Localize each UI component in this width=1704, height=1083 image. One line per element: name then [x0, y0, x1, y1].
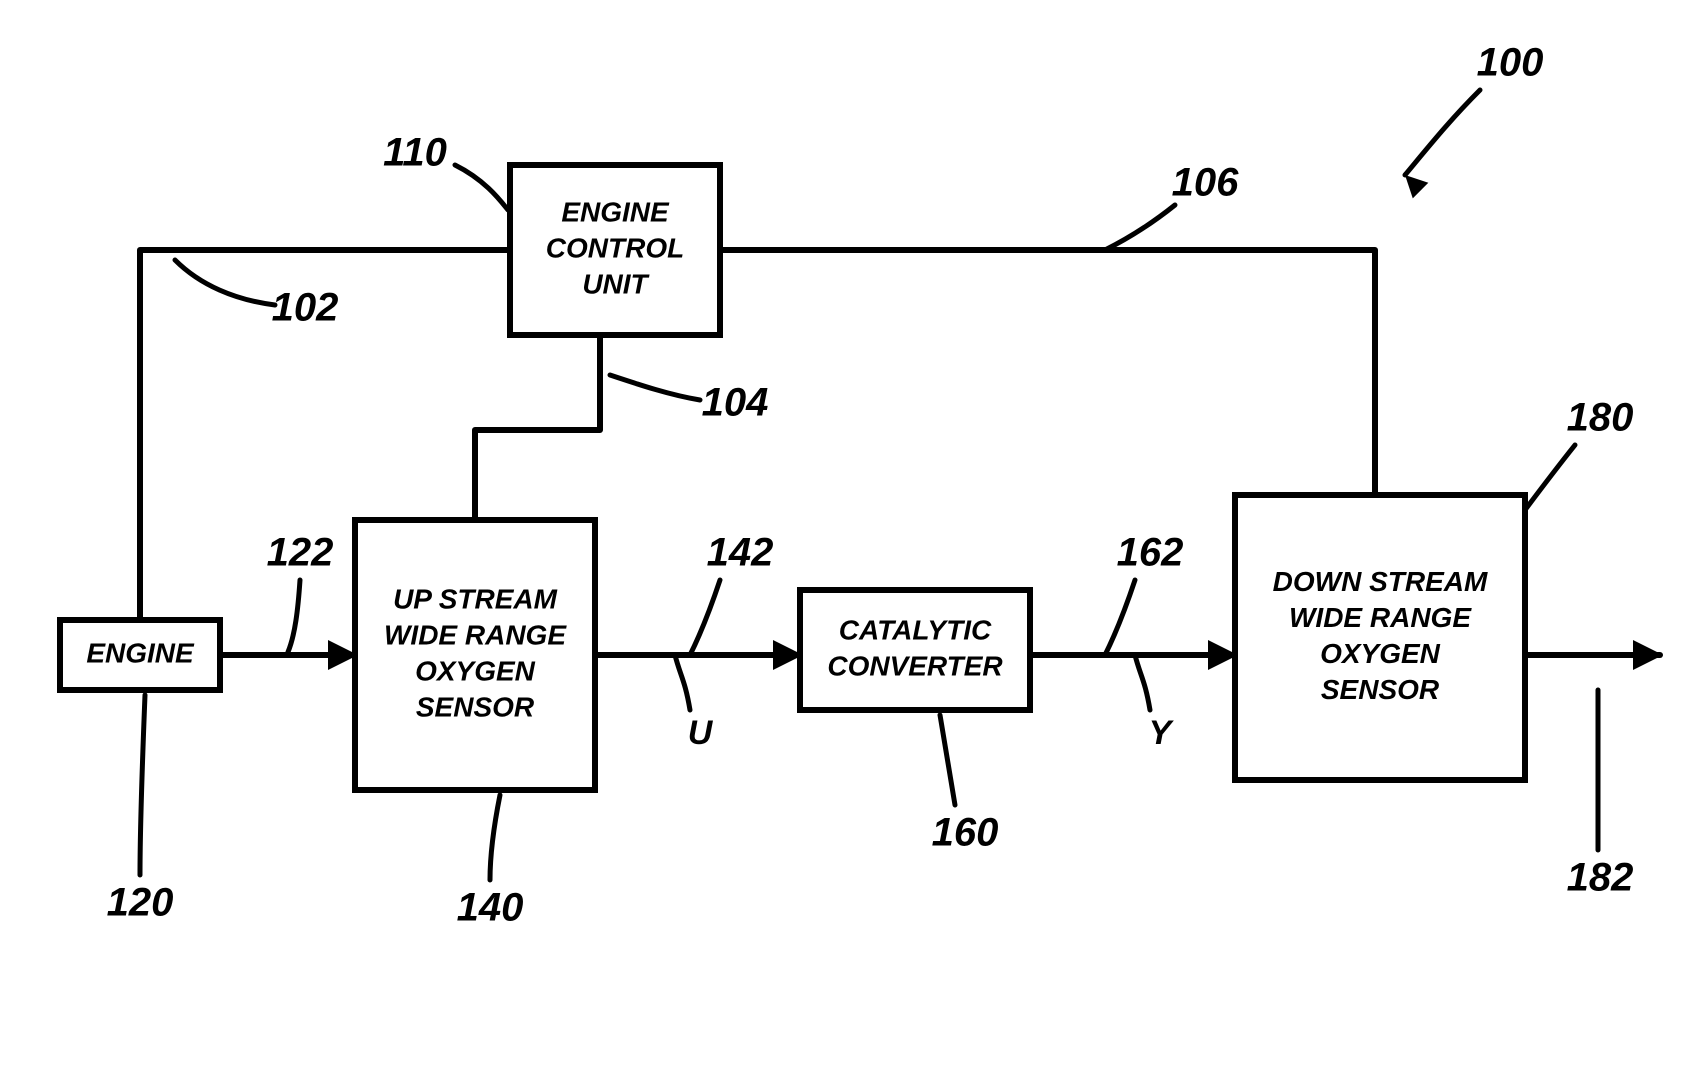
block-downstream-label-2: OXYGEN [1320, 638, 1441, 669]
ref-lead-r160 [940, 715, 955, 805]
block-engine-label-0: ENGINE [86, 637, 195, 668]
ref-r160: 160 [932, 811, 999, 855]
signal-lead-U [675, 655, 690, 710]
ref-lead-r122 [288, 580, 300, 652]
ref-r120: 120 [107, 881, 174, 925]
block-upstream-label-1: WIDE RANGE [384, 619, 567, 650]
block-upstream: UP STREAM WIDE RANGE OXYGEN SENSOR [355, 520, 595, 790]
signal-Y: Y [1149, 714, 1175, 752]
signal-lead-Y [1135, 655, 1150, 710]
ref-r106: 106 [1172, 161, 1239, 205]
wire-ecu_to_upstream [475, 335, 600, 520]
ref-r102: 102 [272, 286, 339, 330]
block-engine: ENGINE [60, 620, 220, 690]
ref-r182: 182 [1567, 856, 1634, 900]
ref-r140: 140 [457, 886, 524, 930]
block-upstream-label-3: SENSOR [416, 691, 535, 722]
block-ecu-label-2: UNIT [582, 268, 650, 299]
ref-lead-r110 [455, 165, 508, 210]
block-upstream-label-2: OXYGEN [415, 655, 536, 686]
ref-lead-r102 [175, 260, 275, 305]
block-catalytic: CATALYTIC CONVERTER [800, 590, 1030, 710]
block-downstream-label-3: SENSOR [1321, 674, 1440, 705]
ref-r110: 110 [383, 131, 447, 175]
block-ecu-label-1: CONTROL [546, 232, 684, 263]
ref-r162: 162 [1117, 531, 1184, 575]
ref-r104: 104 [702, 381, 769, 425]
block-catalytic-label-0: CATALYTIC [839, 614, 992, 645]
ref-lead-r100 [1405, 90, 1480, 175]
block-downstream-label-0: DOWN STREAM [1273, 566, 1488, 597]
block-downstream: DOWN STREAM WIDE RANGE OXYGEN SENSOR [1235, 495, 1525, 780]
signal-U: U [688, 714, 714, 752]
block-ecu-label-0: ENGINE [561, 196, 670, 227]
ref-lead-r180 [1525, 445, 1575, 510]
block-downstream-label-1: WIDE RANGE [1289, 602, 1472, 633]
block-upstream-label-0: UP STREAM [393, 583, 558, 614]
ref-lead-r162 [1105, 580, 1135, 655]
ref-r100: 100 [1477, 41, 1544, 85]
ref-lead-r142 [690, 580, 720, 655]
ref-lead-r120 [140, 695, 145, 875]
block-catalytic-label-1: CONVERTER [827, 650, 1003, 681]
ref-arrow-r100 [1405, 175, 1428, 198]
ref-lead-r106 [1105, 205, 1175, 250]
ref-r180: 180 [1567, 396, 1634, 440]
ref-r142: 142 [707, 531, 774, 575]
ref-lead-r140 [490, 795, 500, 880]
ref-r122: 122 [267, 531, 334, 575]
ref-lead-r104 [610, 375, 700, 400]
wire-ecu_to_downstream [720, 250, 1375, 495]
block-ecu: ENGINE CONTROL UNIT [510, 165, 720, 335]
